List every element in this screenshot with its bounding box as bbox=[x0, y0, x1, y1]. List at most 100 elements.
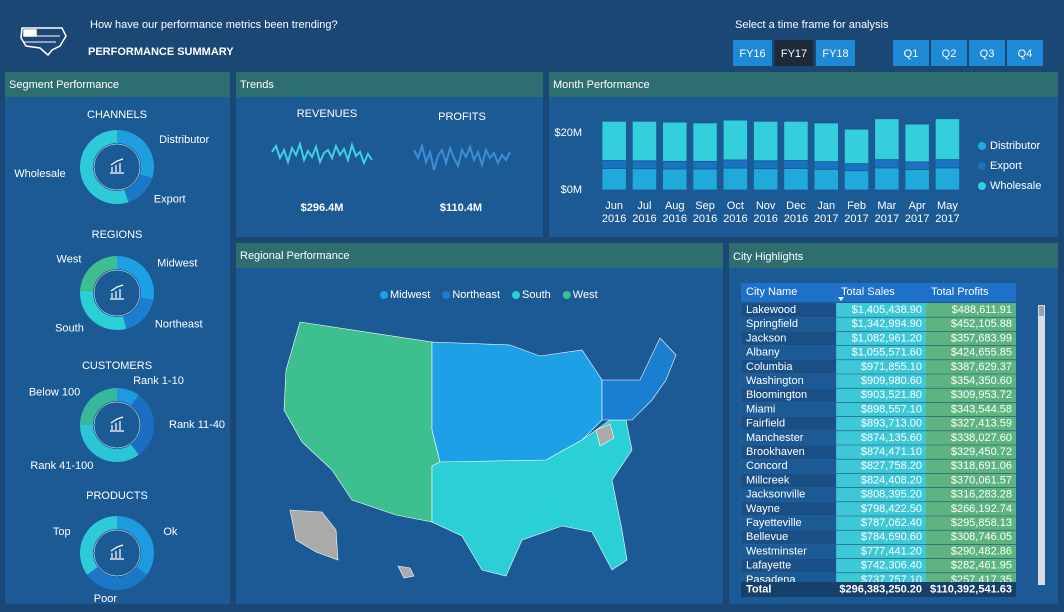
donut-label: Rank 41-100 bbox=[30, 460, 93, 472]
x-tick-label: Oct 2016 bbox=[723, 200, 747, 225]
quarter-button-label[interactable]: Q2 bbox=[942, 48, 957, 60]
table-cell: Jacksonville bbox=[746, 489, 805, 501]
table-cell: Lakewood bbox=[746, 304, 796, 316]
donut-label: Ok bbox=[163, 526, 178, 538]
x-tick-label: Jul 2016 bbox=[632, 200, 656, 225]
donut-title: PRODUCTS bbox=[86, 490, 148, 502]
table-cell: $874,135.60 bbox=[861, 432, 922, 444]
bar-segment bbox=[934, 118, 960, 161]
legend-marker bbox=[978, 162, 986, 170]
kpi-value: $296.4M bbox=[301, 202, 344, 214]
panel-header bbox=[236, 72, 543, 97]
x-tick-label: Dec 2016 bbox=[784, 200, 808, 225]
bar-segment bbox=[783, 168, 809, 191]
quarter-button[interactable] bbox=[1007, 40, 1043, 66]
table-cell: $1,342,994.90 bbox=[852, 318, 922, 330]
table-cell: $357,683.99 bbox=[951, 332, 1012, 344]
table-cell: $338,027.60 bbox=[951, 432, 1012, 444]
bar-segment bbox=[662, 160, 688, 170]
bar-segment bbox=[904, 161, 930, 170]
total-cell: $296,383,250.20 bbox=[839, 583, 922, 595]
panel-header bbox=[729, 243, 1058, 268]
bar-segment bbox=[753, 168, 779, 191]
legend-marker bbox=[978, 142, 986, 150]
quarter-button-label[interactable]: Q1 bbox=[904, 48, 919, 60]
bar-segment bbox=[722, 159, 748, 169]
table-cell: $909,980.60 bbox=[861, 375, 922, 387]
donut-center bbox=[93, 269, 141, 317]
table-cell: $452,105.88 bbox=[951, 318, 1012, 330]
table-cell: $266,192.74 bbox=[951, 503, 1012, 515]
panel-title: Segment Performance bbox=[9, 79, 119, 91]
year-button[interactable] bbox=[774, 40, 814, 66]
chart-icon bbox=[110, 544, 124, 560]
bar-segment bbox=[631, 168, 657, 191]
column-header[interactable]: City Name bbox=[746, 286, 797, 298]
quarter-button-label[interactable]: Q3 bbox=[980, 48, 995, 60]
filter-prompt: Select a time frame for analysis bbox=[735, 19, 889, 31]
donut-slice bbox=[80, 425, 139, 463]
donut-center bbox=[93, 401, 141, 449]
bar-segment bbox=[874, 167, 900, 191]
table-cell: Washington bbox=[746, 375, 804, 387]
quarter-button[interactable] bbox=[931, 40, 967, 66]
quarter-button[interactable] bbox=[969, 40, 1005, 66]
year-button[interactable] bbox=[816, 40, 855, 66]
map-legend-marker bbox=[380, 291, 388, 299]
year-button-label[interactable]: FY16 bbox=[739, 48, 765, 60]
panel-header bbox=[236, 243, 723, 268]
panel-title: Month Performance bbox=[553, 79, 650, 91]
year-button-label[interactable]: FY18 bbox=[822, 48, 848, 60]
total-row bbox=[741, 582, 1016, 597]
panel-title: Regional Performance bbox=[240, 250, 349, 262]
bar-segment bbox=[904, 123, 930, 163]
table-cell: Brookhaven bbox=[746, 446, 805, 458]
column-header[interactable]: Total Profits bbox=[931, 286, 989, 298]
donut-label: Rank 1-10 bbox=[133, 375, 184, 387]
year-button[interactable] bbox=[733, 40, 772, 66]
panel-title: Trends bbox=[240, 79, 274, 91]
bar-segment bbox=[783, 160, 809, 169]
table-cell: Bloomington bbox=[746, 389, 807, 401]
table-cell: $971,855.10 bbox=[861, 361, 922, 373]
region-midwest bbox=[431, 341, 603, 469]
bar-segment bbox=[722, 119, 748, 161]
bar-segment bbox=[692, 122, 718, 162]
donut-label: Below 100 bbox=[29, 386, 80, 398]
bar-segment bbox=[813, 161, 839, 170]
bar-segment bbox=[722, 167, 748, 191]
table-cell: $808,395.20 bbox=[861, 489, 922, 501]
table-cell: $327,413.59 bbox=[951, 418, 1012, 430]
bar-segment bbox=[601, 120, 627, 161]
revenue-sparkline bbox=[271, 140, 373, 166]
x-tick-label: Apr 2017 bbox=[905, 200, 929, 225]
table-cell: $387,629.37 bbox=[951, 361, 1012, 373]
scrollbar-thumb[interactable] bbox=[1039, 306, 1044, 316]
table-cell: Miami bbox=[746, 403, 775, 415]
total-cell: $110,392,541.63 bbox=[930, 583, 1012, 595]
bar-segment bbox=[601, 168, 627, 191]
y-tick-label: $0M bbox=[561, 184, 582, 196]
donut-label: Northeast bbox=[155, 318, 203, 330]
bar-segment bbox=[631, 120, 657, 162]
table-cell: $824,408.20 bbox=[861, 474, 922, 486]
table-cell: Jackson bbox=[746, 332, 786, 344]
donut-label: Rank 11-40 bbox=[169, 419, 225, 431]
table-cell: $329,450.72 bbox=[951, 446, 1012, 458]
table-cell: $903,521.80 bbox=[861, 389, 922, 401]
quarter-button-label[interactable]: Q4 bbox=[1018, 48, 1033, 60]
x-tick-label: Aug 2016 bbox=[663, 200, 687, 225]
quarter-button[interactable] bbox=[893, 40, 929, 66]
kpi-label: REVENUES bbox=[297, 108, 358, 120]
filter-buttons: FY16 FY17 FY18 Q1 Q2 Q3 Q4 bbox=[733, 40, 1043, 66]
donut-center bbox=[93, 143, 141, 191]
donut-slice bbox=[117, 388, 139, 406]
donut-label: Export bbox=[154, 193, 186, 205]
map-legend-label: Northeast bbox=[452, 289, 500, 301]
table-cell: $874,471.10 bbox=[861, 446, 922, 458]
x-tick-label: Sep 2016 bbox=[693, 200, 717, 225]
bar-segment bbox=[662, 121, 688, 162]
column-header[interactable]: Total Sales bbox=[841, 286, 895, 298]
year-button-label[interactable]: FY17 bbox=[781, 48, 807, 60]
bar-segment bbox=[601, 160, 627, 169]
